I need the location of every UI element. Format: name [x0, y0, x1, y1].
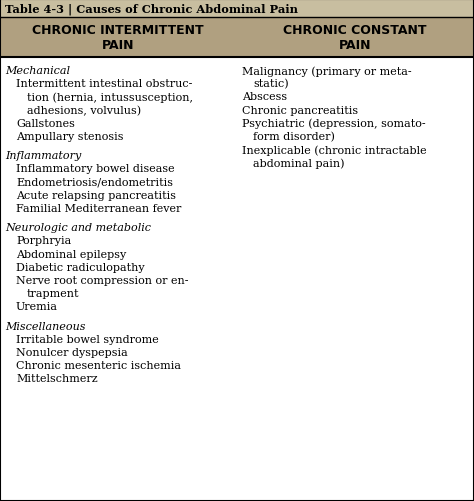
Text: tion (hernia, intussusception,: tion (hernia, intussusception,: [27, 92, 193, 103]
Text: Neurologic and metabolic: Neurologic and metabolic: [5, 223, 151, 233]
Text: CHRONIC INTERMITTENT
PAIN: CHRONIC INTERMITTENT PAIN: [32, 24, 204, 52]
Text: trapment: trapment: [27, 289, 80, 299]
Text: Psychiatric (depression, somato-: Psychiatric (depression, somato-: [242, 119, 426, 129]
Text: Chronic mesenteric ischemia: Chronic mesenteric ischemia: [16, 361, 181, 370]
Text: static): static): [253, 79, 289, 89]
Text: Abdominal epilepsy: Abdominal epilepsy: [16, 249, 126, 259]
Text: Abscess: Abscess: [242, 92, 287, 102]
Text: Acute relapsing pancreatitis: Acute relapsing pancreatitis: [16, 190, 176, 200]
Text: Endometriosis/endometritis: Endometriosis/endometritis: [16, 177, 173, 187]
Text: Gallstones: Gallstones: [16, 119, 75, 129]
Text: Malignancy (primary or meta-: Malignancy (primary or meta-: [242, 66, 411, 77]
Text: Inflammatory: Inflammatory: [5, 151, 81, 161]
Text: Ampullary stenosis: Ampullary stenosis: [16, 132, 124, 142]
Bar: [0, 0, 474, 18]
Text: Irritable bowel syndrome: Irritable bowel syndrome: [16, 334, 159, 344]
Text: CHRONIC CONSTANT
PAIN: CHRONIC CONSTANT PAIN: [283, 24, 427, 52]
Text: Intermittent intestinal obstruc-: Intermittent intestinal obstruc-: [16, 79, 192, 89]
Text: adhesions, volvulus): adhesions, volvulus): [27, 105, 141, 116]
Text: Inflammatory bowel disease: Inflammatory bowel disease: [16, 164, 174, 174]
Text: abdominal pain): abdominal pain): [253, 158, 345, 169]
Text: Diabetic radiculopathy: Diabetic radiculopathy: [16, 263, 145, 272]
Text: Porphryia: Porphryia: [16, 236, 71, 246]
Text: Mittelschmerz: Mittelschmerz: [16, 374, 98, 384]
Text: Miscellaneous: Miscellaneous: [5, 321, 85, 331]
Text: Mechanical: Mechanical: [5, 66, 70, 76]
Text: Inexplicable (chronic intractable: Inexplicable (chronic intractable: [242, 145, 427, 155]
Text: Table 4-3 | Causes of Chronic Abdominal Pain: Table 4-3 | Causes of Chronic Abdominal …: [5, 3, 298, 15]
Bar: [0, 18, 474, 58]
Text: Nerve root compression or en-: Nerve root compression or en-: [16, 276, 189, 286]
Text: Nonulcer dyspepsia: Nonulcer dyspepsia: [16, 347, 128, 357]
Text: Chronic pancreatitis: Chronic pancreatitis: [242, 105, 358, 115]
Text: Uremia: Uremia: [16, 302, 58, 312]
Text: form disorder): form disorder): [253, 132, 335, 142]
Text: Familial Mediterranean fever: Familial Mediterranean fever: [16, 203, 182, 213]
